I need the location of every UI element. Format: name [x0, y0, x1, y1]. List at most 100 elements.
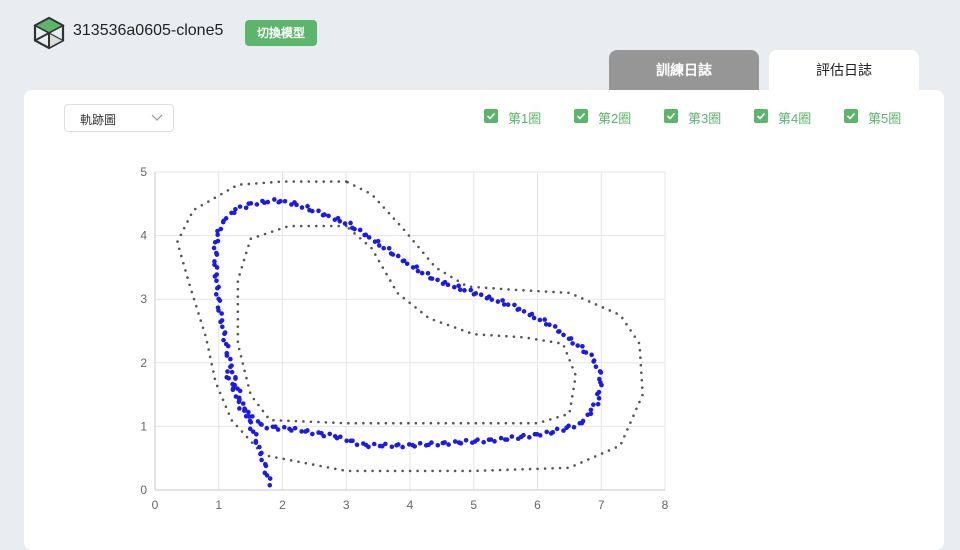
track-inner-point: [437, 421, 440, 425]
trajectory-point: [394, 442, 399, 448]
trajectory-point: [299, 205, 305, 210]
track-inner-point: [520, 335, 523, 339]
switch-model-button[interactable]: 切換模型: [245, 20, 318, 46]
track-inner-point: [339, 421, 343, 425]
trajectory-point: [417, 440, 423, 446]
track-outer-point: [638, 348, 642, 352]
track-inner-point: [475, 333, 478, 336]
track-outer-point: [233, 185, 236, 189]
trajectory-point: [492, 439, 497, 444]
track-outer-point: [587, 458, 590, 461]
track-inner-point: [425, 315, 429, 319]
trajectory-point: [500, 298, 505, 303]
track-outer-point: [573, 464, 576, 467]
tab-training-log[interactable]: 訓練日誌: [609, 50, 759, 92]
chevron-down-icon: [151, 114, 163, 121]
track-outer-point: [431, 262, 435, 266]
track-outer-point: [629, 329, 632, 332]
trajectory-point: [375, 238, 381, 244]
trajectory-point: [215, 238, 221, 244]
track-inner-point: [482, 421, 485, 425]
track-outer-point: [182, 226, 186, 230]
tab-evaluation-log[interactable]: 評估日誌: [769, 50, 919, 92]
trajectory-point: [548, 431, 554, 436]
track-outer-point: [247, 182, 251, 186]
track-outer-point: [456, 279, 460, 283]
track-inner-point: [272, 418, 275, 422]
track-inner-point: [237, 347, 241, 351]
track-outer-point: [514, 288, 518, 292]
track-inner-point: [236, 280, 240, 283]
track-inner-point: [252, 397, 256, 401]
track-outer-point: [633, 335, 637, 338]
track-inner-point: [353, 232, 356, 235]
lap-label: 第4圈: [778, 111, 812, 126]
trajectory-point: [478, 292, 484, 298]
x-tick-label: 1: [215, 498, 222, 512]
trajectory-point: [371, 441, 377, 447]
track-inner-point: [541, 420, 545, 423]
track-inner-point: [249, 237, 253, 241]
track-inner-point: [247, 244, 250, 248]
track-outer-point: [240, 430, 244, 433]
track-outer-point: [184, 269, 187, 272]
track-inner-point: [238, 273, 241, 276]
trajectory-point: [389, 444, 395, 450]
trajectory-point: [282, 198, 288, 204]
trajectory-point: [248, 200, 254, 206]
track-inner-point: [482, 333, 486, 337]
track-outer-point: [208, 355, 212, 359]
track-outer-point: [468, 469, 472, 473]
track-inner-point: [388, 279, 392, 282]
track-inner-point: [569, 402, 573, 406]
track-outer-point: [337, 180, 341, 183]
track-outer-point: [199, 319, 203, 322]
trajectory-point: [502, 437, 508, 442]
track-inner-point: [241, 362, 245, 365]
track-outer-point: [537, 289, 540, 293]
track-outer-point: [299, 180, 303, 183]
track-inner-point: [364, 241, 368, 245]
chart-type-select[interactable]: 軌跡圖: [64, 104, 174, 132]
checkbox-checked-icon: [574, 109, 588, 123]
track-outer-point: [632, 414, 635, 417]
track-inner-point: [377, 421, 380, 425]
trajectory-point: [440, 440, 446, 446]
trajectory-point: [509, 434, 515, 439]
trajectory-point: [395, 253, 401, 259]
trajectory-point: [246, 414, 252, 419]
trajectory-point: [342, 221, 348, 226]
track-outer-point: [521, 467, 524, 471]
track-outer-point: [629, 421, 632, 424]
trajectory-point: [259, 457, 264, 463]
track-inner-point: [534, 421, 538, 425]
track-inner-point: [337, 224, 341, 228]
track-inner-point: [329, 224, 333, 228]
track-inner-point: [571, 365, 574, 369]
track-inner-point: [236, 287, 240, 291]
track-outer-point: [462, 283, 466, 286]
trajectory-point: [282, 424, 287, 430]
track-outer-point: [491, 468, 494, 472]
track-inner-point: [548, 418, 552, 421]
x-tick-label: 4: [407, 498, 414, 512]
track-outer-point: [522, 288, 525, 292]
track-outer-point: [416, 469, 419, 473]
track-outer-point: [558, 466, 562, 470]
trajectory-point: [262, 470, 268, 476]
track-inner-point: [392, 285, 396, 289]
y-tick-label: 0: [140, 483, 147, 497]
track-outer-point: [484, 286, 488, 290]
trajectory-point: [561, 428, 566, 433]
track-outer-point: [307, 180, 311, 183]
trajectory-point: [214, 272, 220, 277]
track-outer-point: [240, 183, 243, 186]
track-outer-point: [197, 312, 200, 315]
track-inner-point: [396, 292, 400, 295]
track-outer-point: [275, 456, 278, 459]
trajectory-point: [247, 426, 253, 432]
y-tick-label: 5: [140, 165, 147, 179]
track-outer-point: [314, 180, 318, 183]
track-inner-point: [562, 345, 566, 348]
track-inner-point: [407, 421, 410, 425]
